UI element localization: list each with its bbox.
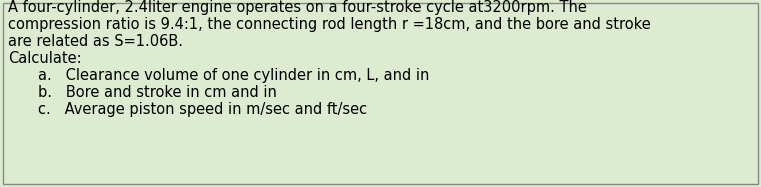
Text: Calculate:: Calculate:: [8, 51, 81, 66]
Text: are related as S=1.06B.: are related as S=1.06B.: [8, 34, 183, 49]
Text: A four-cylinder, 2.4liter engine operates on a four-stroke cycle at3200rpm. The: A four-cylinder, 2.4liter engine operate…: [8, 0, 587, 15]
Text: a.   Clearance volume of one cylinder in cm, L, and in: a. Clearance volume of one cylinder in c…: [38, 68, 429, 83]
Text: compression ratio is 9.4:1, the connecting rod length r =18cm, and the bore and : compression ratio is 9.4:1, the connecti…: [8, 17, 651, 32]
Text: c.   Average piston speed in m/sec and ft/sec: c. Average piston speed in m/sec and ft/…: [38, 102, 367, 117]
Text: b.   Bore and stroke in cm and in: b. Bore and stroke in cm and in: [38, 85, 277, 100]
